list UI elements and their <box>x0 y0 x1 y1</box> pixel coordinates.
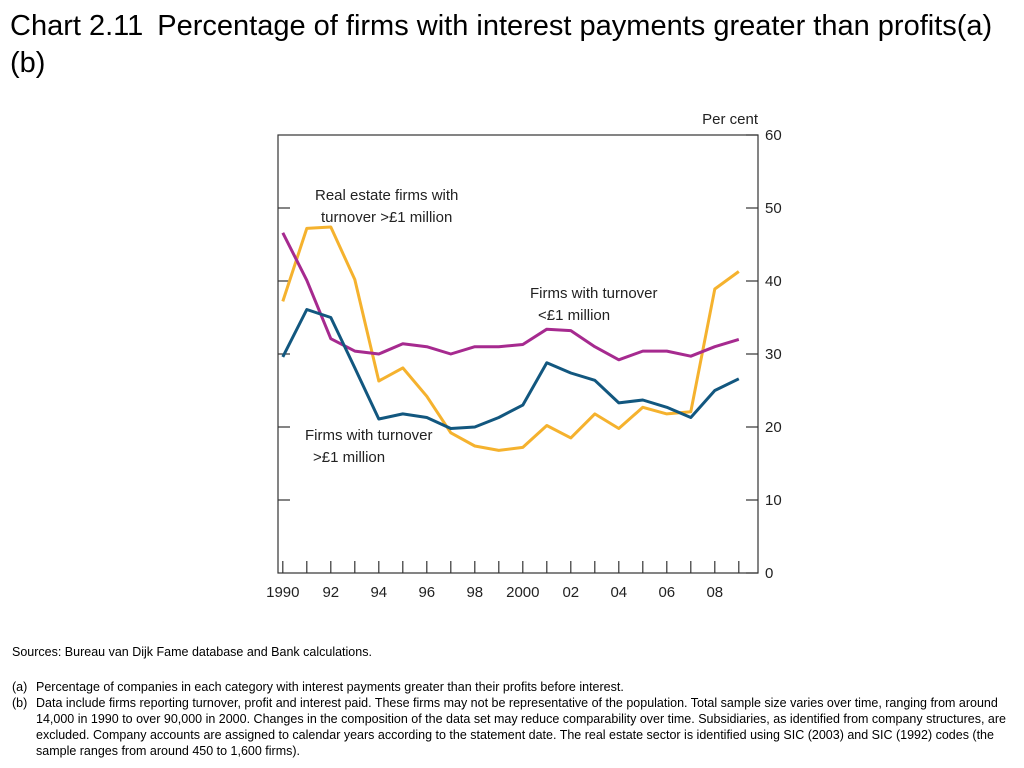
y-tick-label: 40 <box>765 273 782 290</box>
series-label-2: <£1 million <box>538 307 610 324</box>
series-label-1: Real estate firms with <box>315 187 458 204</box>
y-axis: 0 10 20 30 40 50 60 <box>278 127 782 582</box>
chart-number: Chart 2.11 <box>10 10 144 42</box>
x-tick-label: 94 <box>370 584 387 601</box>
y-tick-label: 60 <box>765 127 782 144</box>
y-tick-label: 30 <box>765 346 782 363</box>
chart-notes: Sources: Bureau van Dijk Fame database a… <box>12 644 1012 759</box>
footnote-text: Data include firms reporting turnover, p… <box>36 696 1006 758</box>
y-axis-unit-label: Per cent <box>702 111 759 128</box>
footnote-marker: (a) <box>12 680 28 694</box>
footnote-text: Percentage of companies in each category… <box>36 680 624 694</box>
x-tick-label: 1990 <box>266 584 299 601</box>
x-tick-label: 06 <box>658 584 675 601</box>
series-label-1: turnover >£1 million <box>321 209 452 226</box>
series-line-1 <box>281 225 740 452</box>
y-tick-label: 10 <box>765 492 782 509</box>
series-line-2 <box>281 232 740 362</box>
y-tick-label: 0 <box>765 565 773 582</box>
line-chart: Per cent 0 10 20 30 40 50 60 1990 92 94 96 98 2000 0… <box>266 111 782 601</box>
series-label-2: Firms with turnover <box>530 285 658 302</box>
x-tick-label: 92 <box>322 584 339 601</box>
x-tick-label: 2000 <box>506 584 539 601</box>
chart-title-text: Percentage of firms with interest paymen… <box>10 10 993 79</box>
x-axis: 1990 92 94 96 98 2000 02 04 06 08 <box>266 561 740 601</box>
footnote-marker: (b) <box>12 696 28 710</box>
series-lines <box>281 225 740 452</box>
x-tick-label: 96 <box>418 584 435 601</box>
sources-note: Sources: Bureau van Dijk Fame database a… <box>12 645 372 659</box>
x-tick-label: 04 <box>610 584 627 601</box>
series-annotations: Real estate firms with turnover >£1 milli… <box>305 187 658 466</box>
y-tick-label: 20 <box>765 419 782 436</box>
series-label-3: >£1 million <box>313 449 385 466</box>
series-line-3 <box>281 308 740 430</box>
x-tick-label: 08 <box>706 584 723 601</box>
y-tick-label: 50 <box>765 200 782 217</box>
series-label-3: Firms with turnover <box>305 427 433 444</box>
footnote-a: (a) Percentage of companies in each cate… <box>12 679 1012 695</box>
chart-title: Chart 2.11 Percentage of firms with inter… <box>10 8 1010 82</box>
footnote-b: (b) Data include firms reporting turnove… <box>12 695 1012 759</box>
x-tick-label: 98 <box>466 584 483 601</box>
x-tick-label: 02 <box>562 584 579 601</box>
